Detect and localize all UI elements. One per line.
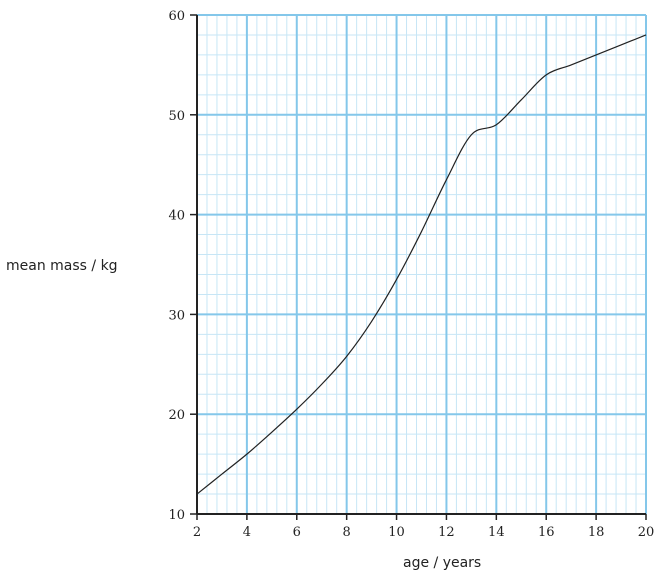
x-tick-label: 20 [638, 525, 655, 540]
y-tick-label: 20 [168, 408, 185, 423]
minor-grid [197, 15, 646, 514]
y-tick-label: 40 [168, 209, 185, 224]
x-axis-label: age / years [403, 555, 482, 571]
tick-labels: 2 4 6 8 10 12 14 16 18 20 10 20 30 40 50 60 [168, 9, 654, 540]
x-tick-label: 12 [438, 525, 455, 540]
x-tick-label: 8 [343, 525, 351, 540]
series-line [196, 34, 647, 495]
series [196, 34, 647, 495]
x-tick-label: 6 [293, 525, 301, 540]
x-tick-label: 2 [193, 525, 201, 540]
x-tick-label: 16 [538, 525, 555, 540]
axes [196, 15, 646, 515]
x-tick-label: 18 [588, 525, 605, 540]
y-axis-label: mean mass / kg [6, 258, 118, 274]
y-tick-label: 30 [168, 308, 185, 323]
x-tick-label: 10 [388, 525, 405, 540]
tick-marks [190, 14, 647, 520]
y-tick-label: 50 [168, 109, 185, 124]
y-tick-label: 10 [168, 508, 185, 523]
x-tick-label: 14 [488, 525, 505, 540]
x-tick-label: 4 [243, 525, 251, 540]
y-tick-label: 60 [168, 9, 185, 24]
